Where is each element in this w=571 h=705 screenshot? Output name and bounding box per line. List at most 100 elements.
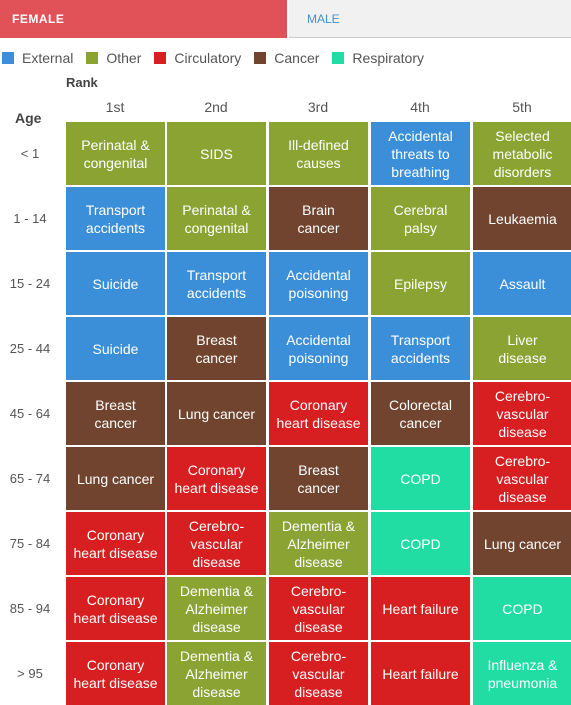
cause-cell: COPD xyxy=(473,577,571,640)
age-row-label: 15 - 24 xyxy=(9,276,51,291)
rank-column-header: 5th xyxy=(512,99,532,115)
cause-cell: Colorectal cancer xyxy=(371,382,470,445)
cause-cell-text: cancer xyxy=(195,349,238,366)
legend-item-circulatory: Circulatory xyxy=(154,50,241,66)
cause-cell: Lung cancer xyxy=(473,512,571,575)
cause-cell-text: disease xyxy=(192,553,241,570)
cause-cell-text: Lung cancer xyxy=(483,535,562,552)
legend: External Other Circulatory Cancer Respirator… xyxy=(2,49,437,67)
legend-label: Cancer xyxy=(274,50,320,66)
legend-item-cancer: Cancer xyxy=(254,50,319,66)
cause-cell: Dementia & Alzheimer disease xyxy=(269,512,368,575)
cause-cell-text: vascular xyxy=(496,405,549,422)
cause-cell-text: COPD xyxy=(400,535,441,552)
cause-cell: Lung cancer xyxy=(66,447,165,510)
cause-cell-text: Epilepsy xyxy=(394,275,447,292)
cause-cell-text: vascular xyxy=(292,665,345,682)
cause-cell: COPD xyxy=(371,447,470,510)
cause-cell: Coronary heart disease xyxy=(269,382,368,445)
cause-cell-text: Breast xyxy=(196,331,237,348)
age-row-label: 65 - 74 xyxy=(9,471,51,486)
cause-cell-text: Assault xyxy=(499,275,546,292)
legend-item-respiratory: Respiratory xyxy=(332,50,424,66)
cause-cell-text: Transport xyxy=(390,331,451,348)
rank-axis-title: Rank xyxy=(66,75,98,90)
cause-cell: Perinatal & congenital xyxy=(167,187,266,250)
cause-cell: Assault xyxy=(473,252,571,315)
cause-cell-text: Cerebro- xyxy=(188,517,245,534)
cause-cell: Suicide xyxy=(66,252,165,315)
cause-cell-text: Cerebro- xyxy=(290,647,347,664)
legend-swatch xyxy=(332,52,345,64)
cause-cell-text: COPD xyxy=(400,470,441,487)
cause-cell: Cerebro-vascular disease xyxy=(473,382,571,445)
cause-cell: SIDS xyxy=(167,122,266,185)
cause-cell-text: SIDS xyxy=(200,145,233,162)
cause-cell: Brain cancer xyxy=(269,187,368,250)
cause-cell: Heart failure xyxy=(371,577,470,640)
cause-cell: Leukaemia xyxy=(473,187,571,250)
cause-cell-text: threats to xyxy=(391,145,450,162)
age-row-label: 85 - 94 xyxy=(9,601,51,616)
cause-cell-text: Cerebro- xyxy=(494,387,551,404)
cause-cell-text: Heart failure xyxy=(382,600,459,617)
cause-cell-text: disease xyxy=(192,618,241,635)
cause-cell-text: Breast xyxy=(95,396,136,413)
cause-cell-text: Colorectal xyxy=(388,396,453,413)
age-row-label: 1 - 14 xyxy=(13,211,47,226)
cause-cell-text: Coronary xyxy=(86,526,145,543)
cause-cell: Ill-defined causes xyxy=(269,122,368,185)
cause-cell-text: Liver xyxy=(507,331,538,348)
cause-cell: Cerebro-vascular disease xyxy=(269,642,368,705)
cause-cell-text: Dementia & xyxy=(281,517,356,534)
cause-cell-text: cancer xyxy=(399,414,442,431)
cause-cell: Coronary heart disease xyxy=(66,577,165,640)
cause-cell-text: Perinatal & xyxy=(81,136,150,153)
cause-cell-text: disease xyxy=(294,683,343,700)
age-row-label: 45 - 64 xyxy=(9,406,51,421)
legend-label: External xyxy=(22,50,74,66)
age-row-label: 25 - 44 xyxy=(9,341,51,356)
cause-cell-text: heart disease xyxy=(73,544,158,561)
cause-cell-text: vascular xyxy=(292,600,345,617)
rank-column-header: 3rd xyxy=(307,99,329,115)
cause-cell-text: Brain xyxy=(302,201,335,218)
cause-cell: Lung cancer xyxy=(167,382,266,445)
cause-cell-text: Leukaemia xyxy=(488,210,557,227)
legend-swatch xyxy=(154,52,167,64)
age-row-label: < 1 xyxy=(20,146,40,161)
cause-cell: Dementia & Alzheimer disease xyxy=(167,577,266,640)
age-row-label: 75 - 84 xyxy=(9,536,51,551)
cause-cell-text: disorders xyxy=(493,163,552,180)
cause-cell: Transport accidents xyxy=(167,252,266,315)
cause-cell-text: Cerebro- xyxy=(290,582,347,599)
cause-cell-text: Heart failure xyxy=(382,665,459,682)
cause-cell-text: Selected xyxy=(495,127,550,144)
cause-cell-text: metabolic xyxy=(492,145,553,162)
cause-cell-text: Lung cancer xyxy=(76,470,155,487)
cause-cell: Accidental threats to breathing xyxy=(371,122,470,185)
cause-cell-text: Suicide xyxy=(92,340,139,357)
cause-cell-text: Accidental xyxy=(388,127,453,144)
cause-cell-text: heart disease xyxy=(73,674,158,691)
cause-cell: Cerebro-vascular disease xyxy=(473,447,571,510)
cause-cell-text: Transport xyxy=(85,201,146,218)
cause-cell-text: Coronary xyxy=(187,461,246,478)
cause-cell-text: disease xyxy=(498,423,547,440)
cause-cell-text: Alzheimer xyxy=(185,600,248,617)
legend-label: Other xyxy=(106,50,142,66)
cause-cell-text: cancer xyxy=(297,479,340,496)
cause-cell: Epilepsy xyxy=(371,252,470,315)
cause-cell: Cerebral palsy xyxy=(371,187,470,250)
rank-column-header: 1st xyxy=(105,99,125,115)
cause-cell-text: Dementia & xyxy=(179,582,254,599)
cause-cell-text: Perinatal & xyxy=(182,201,251,218)
cause-cell-text: Alzheimer xyxy=(287,535,350,552)
tab-male[interactable]: MALE xyxy=(289,0,571,38)
cause-cell: Perinatal & congenital xyxy=(66,122,165,185)
cause-cell-text: disease xyxy=(192,683,241,700)
rank-column-header: 4th xyxy=(410,99,430,115)
age-row-label: > 95 xyxy=(17,666,43,681)
tab-female[interactable]: FEMALE xyxy=(0,0,287,38)
cause-cell-text: congenital xyxy=(83,154,148,171)
